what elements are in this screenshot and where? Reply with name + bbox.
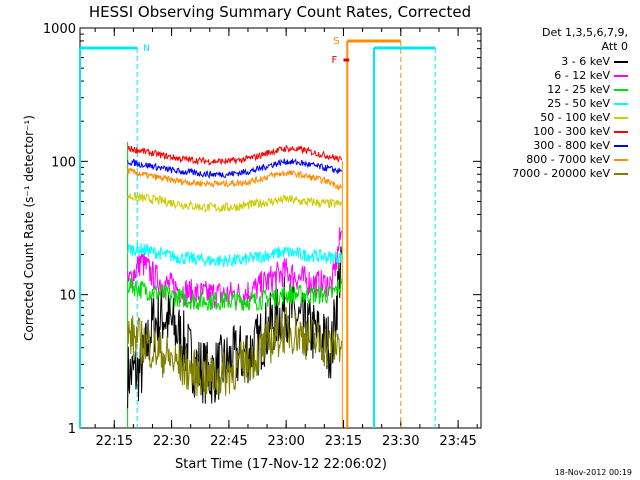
y-tick-label: 100 xyxy=(51,155,76,170)
legend-entry: 100 - 300 keV xyxy=(533,125,628,138)
y-axis-label: Corrected Count Rate (s⁻¹ detector⁻¹) xyxy=(22,115,36,341)
legend-swatch xyxy=(614,158,628,161)
series-line xyxy=(127,191,343,214)
legend-swatch xyxy=(614,60,628,63)
legend-detector: Det 1,3,5,6,7,9, xyxy=(542,26,628,39)
legend-entry-label: 300 - 800 keV xyxy=(533,139,610,152)
y-tick-label: 1000 xyxy=(43,22,76,37)
plot-area: 1 10 100 1000 22:15 22:30 22:45 23:00 23:15 23:30… xyxy=(43,22,482,449)
legend-swatch xyxy=(614,74,628,77)
legend-entry: 800 - 7000 keV xyxy=(526,153,628,166)
chart-title: HESSI Observing Summary Count Rates, Cor… xyxy=(89,3,471,21)
legend-entry-label: 50 - 100 keV xyxy=(540,111,610,124)
series-line xyxy=(127,158,343,180)
x-tick-label: 22:15 xyxy=(96,434,133,449)
legend-entry-label: 100 - 300 keV xyxy=(533,125,610,138)
legend-swatch xyxy=(614,88,628,91)
legend-entry: 300 - 800 keV xyxy=(533,139,628,152)
legend-entry-label: 3 - 6 keV xyxy=(561,55,610,68)
x-tick-label: 22:30 xyxy=(153,434,190,449)
x-tick-label: 23:15 xyxy=(325,434,362,449)
legend-entry: 3 - 6 keV xyxy=(561,55,628,68)
x-tick-label: 23:45 xyxy=(439,434,476,449)
x-tick-label: 23:30 xyxy=(382,434,419,449)
legend-entry: 25 - 50 keV xyxy=(547,97,628,110)
legend-swatch xyxy=(614,116,628,119)
y-tick-label: 10 xyxy=(59,289,76,304)
series-line xyxy=(127,275,343,312)
legend-entry-label: 25 - 50 keV xyxy=(547,97,610,110)
legend-entry: 6 - 12 keV xyxy=(554,69,628,82)
series-line xyxy=(127,242,343,268)
series-line xyxy=(127,306,343,397)
x-tick-label: 23:00 xyxy=(267,434,304,449)
legend-entry-label: 12 - 25 keV xyxy=(547,83,610,96)
legend-entry: 50 - 100 keV xyxy=(540,111,628,124)
timestamp-label: 18-Nov-2012 00:19 xyxy=(555,468,632,477)
series-line xyxy=(127,167,343,191)
flare-marker-label: F xyxy=(331,55,337,66)
attenuator-label: Att 0 xyxy=(601,40,628,53)
x-axis-label: Start Time (17-Nov-12 22:06:02) xyxy=(175,457,387,472)
night-marker-label: N xyxy=(143,44,150,54)
y-tick-label: 1 xyxy=(68,422,76,437)
legend-swatch xyxy=(614,172,628,175)
legend-entry-label: 800 - 7000 keV xyxy=(526,153,610,166)
series-line xyxy=(127,246,343,409)
x-tick-label: 22:45 xyxy=(210,434,247,449)
legend-entry-label: 7000 - 20000 keV xyxy=(512,167,610,180)
legend-swatch xyxy=(614,144,628,147)
saa-marker-label: S xyxy=(333,36,339,47)
legend-entry: 7000 - 20000 keV xyxy=(512,167,628,180)
legend-swatch xyxy=(614,130,628,133)
legend-entry: 12 - 25 keV xyxy=(547,83,628,96)
legend-attenuator: Att 0 xyxy=(602,40,628,53)
legend-swatch xyxy=(614,102,628,105)
legend-entry-label: 6 - 12 keV xyxy=(554,69,610,82)
detector-label: Det 1,3,5,6,7,9, xyxy=(541,26,628,39)
series-line xyxy=(127,144,343,166)
